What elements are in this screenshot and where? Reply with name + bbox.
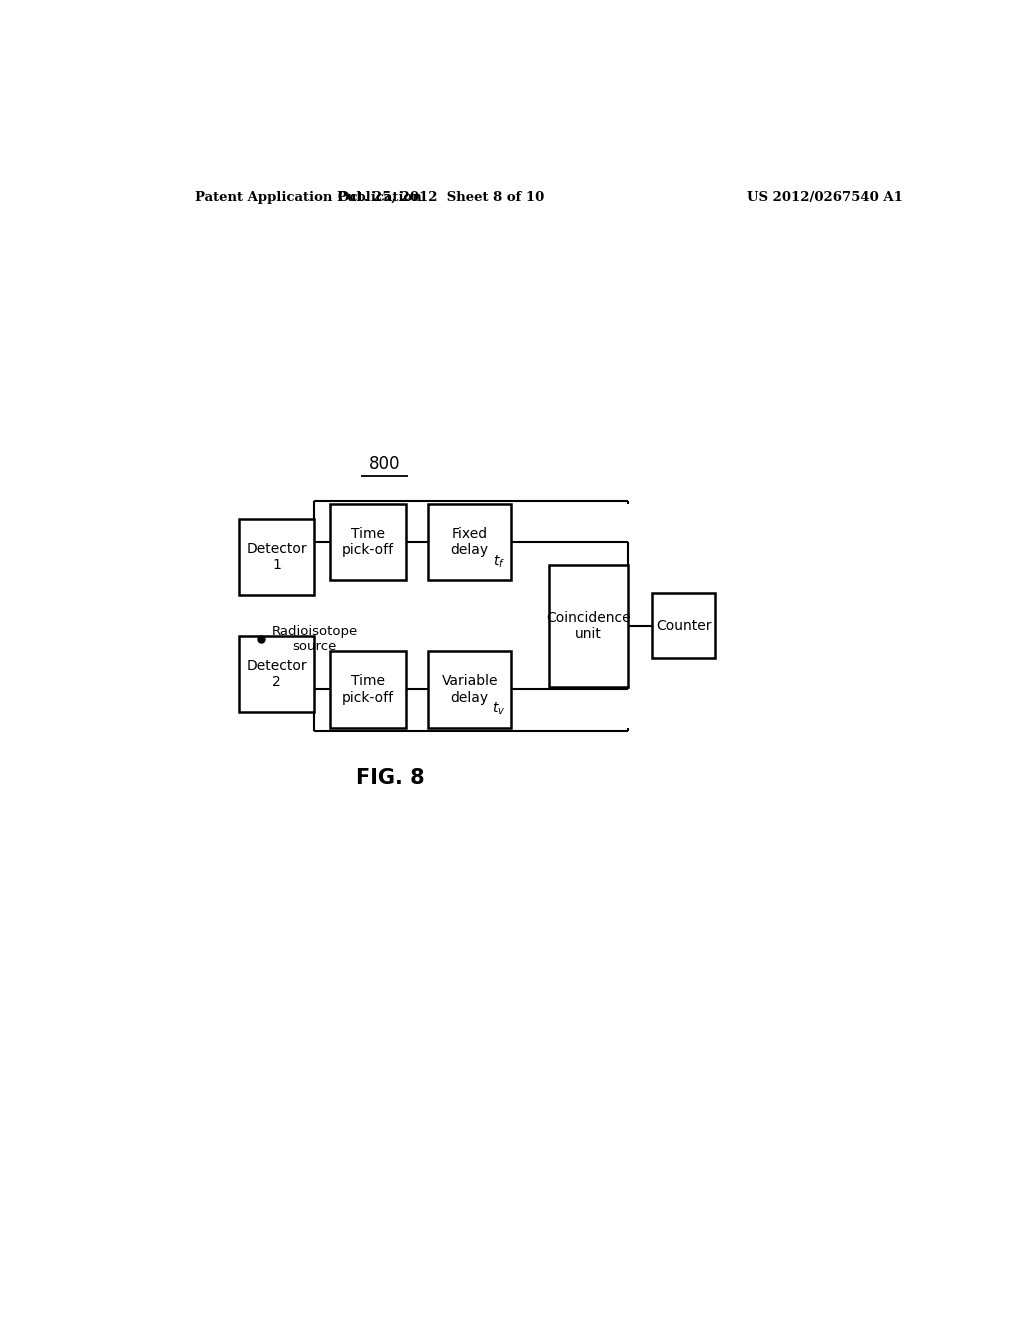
Bar xyxy=(652,594,715,659)
Bar xyxy=(240,519,314,595)
Bar xyxy=(331,504,406,581)
Text: Variable
delay: Variable delay xyxy=(441,675,498,705)
Text: US 2012/0267540 A1: US 2012/0267540 A1 xyxy=(748,190,903,203)
Text: 800: 800 xyxy=(369,455,400,474)
Text: Time
pick-off: Time pick-off xyxy=(342,675,394,705)
Text: Detector
2: Detector 2 xyxy=(247,659,307,689)
Bar xyxy=(331,651,406,727)
Text: Detector
1: Detector 1 xyxy=(247,543,307,573)
Bar xyxy=(240,636,314,713)
Text: Fixed
delay: Fixed delay xyxy=(451,527,488,557)
Bar xyxy=(549,565,628,686)
Text: Patent Application Publication: Patent Application Publication xyxy=(196,190,422,203)
Text: $t_v$: $t_v$ xyxy=(492,701,505,718)
Text: Coincidence
unit: Coincidence unit xyxy=(546,611,631,642)
Text: $t_f$: $t_f$ xyxy=(493,553,505,570)
Text: Radioisotope
source: Radioisotope source xyxy=(271,626,358,653)
Bar xyxy=(428,504,511,581)
Text: FIG. 8: FIG. 8 xyxy=(355,768,424,788)
Text: Oct. 25, 2012  Sheet 8 of 10: Oct. 25, 2012 Sheet 8 of 10 xyxy=(338,190,545,203)
Bar xyxy=(428,651,511,727)
Text: Counter: Counter xyxy=(655,619,712,634)
Text: Time
pick-off: Time pick-off xyxy=(342,527,394,557)
